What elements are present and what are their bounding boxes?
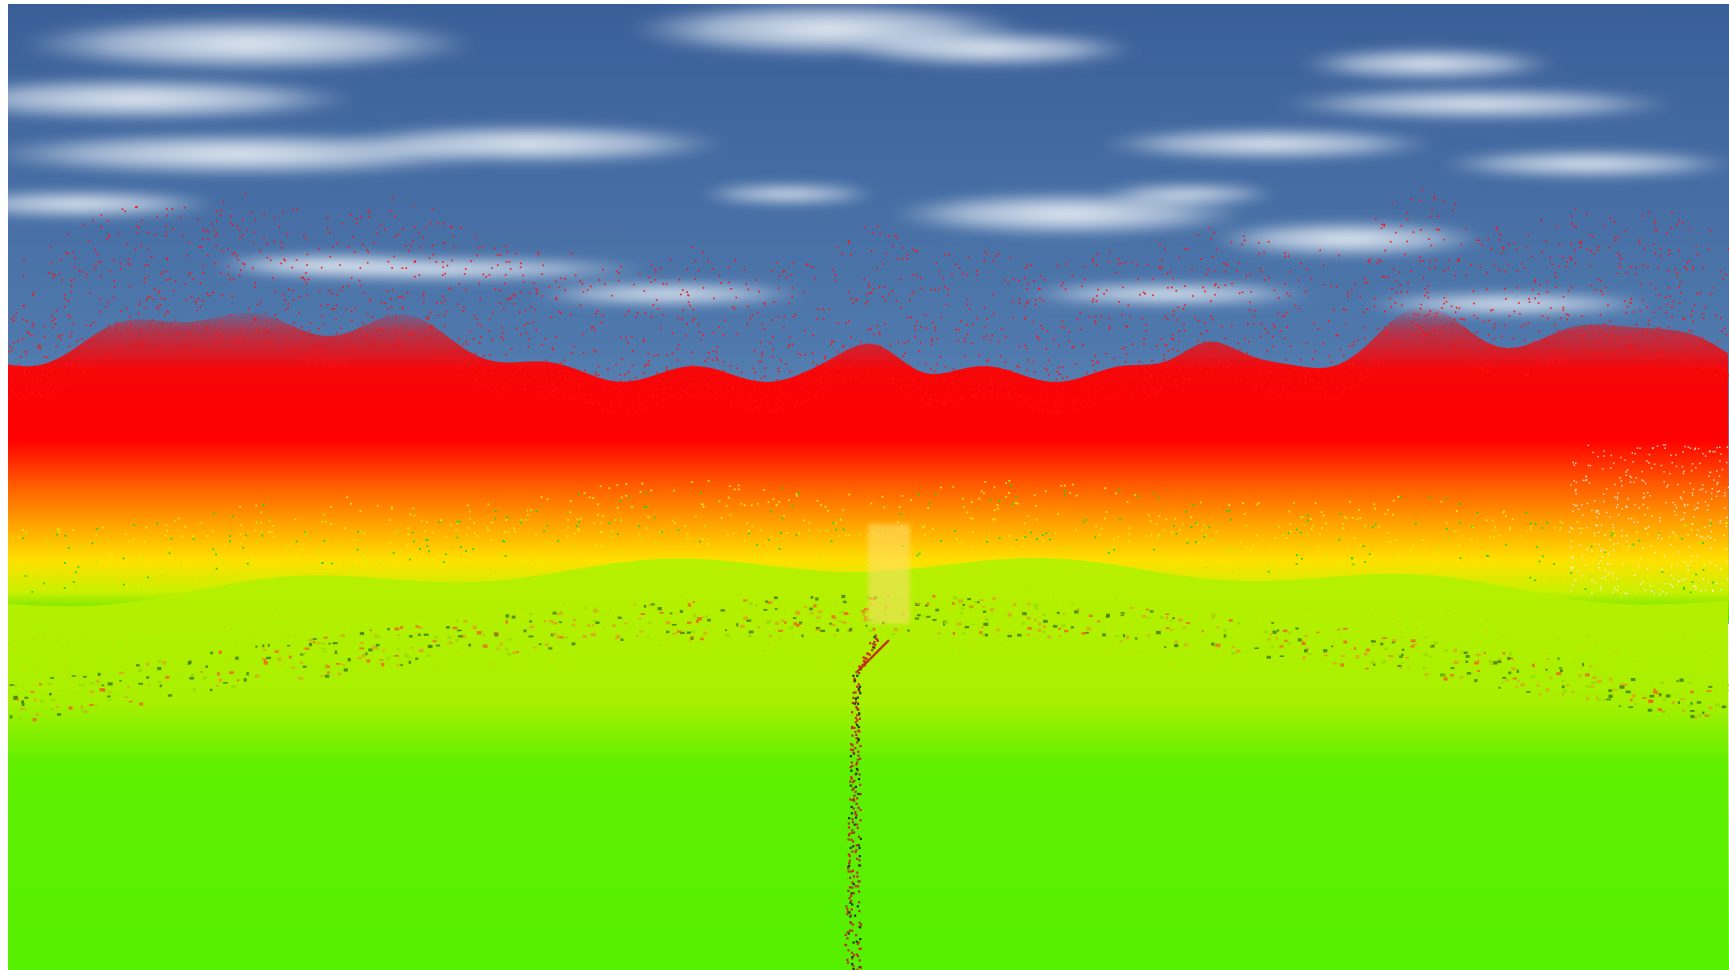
- point-cloud-band: [8, 188, 1729, 624]
- 3d-viewport[interactable]: [8, 4, 1729, 970]
- clouds: [8, 4, 1729, 316]
- point-cloud-scene[interactable]: [8, 4, 1729, 970]
- ground-surface: [8, 557, 1729, 970]
- ground-detail-points: [9, 588, 1729, 722]
- trail-line: [844, 524, 910, 970]
